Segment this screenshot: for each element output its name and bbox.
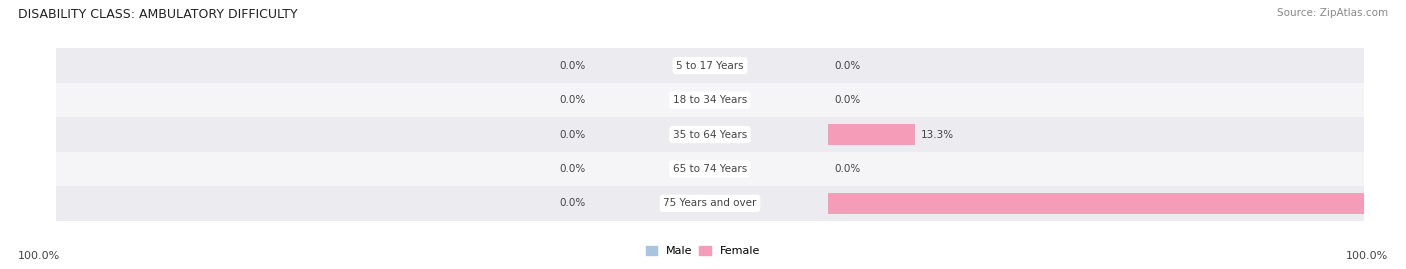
Bar: [828, 193, 1406, 214]
Text: 35 to 64 Years: 35 to 64 Years: [673, 129, 747, 140]
Text: DISABILITY CLASS: AMBULATORY DIFFICULTY: DISABILITY CLASS: AMBULATORY DIFFICULTY: [18, 8, 298, 21]
Text: 0.0%: 0.0%: [834, 95, 860, 105]
Text: 0.0%: 0.0%: [560, 95, 586, 105]
Bar: [56, 48, 1364, 83]
Text: 0.0%: 0.0%: [834, 61, 860, 71]
Bar: [56, 117, 1364, 152]
Text: 18 to 34 Years: 18 to 34 Years: [673, 95, 747, 105]
Bar: [56, 83, 1364, 117]
Text: 0.0%: 0.0%: [560, 198, 586, 208]
Bar: [56, 186, 1364, 221]
Text: 100.0%: 100.0%: [18, 251, 60, 261]
Legend: Male, Female: Male, Female: [641, 241, 765, 261]
Text: 0.0%: 0.0%: [560, 164, 586, 174]
Text: 75 Years and over: 75 Years and over: [664, 198, 756, 208]
Text: 65 to 74 Years: 65 to 74 Years: [673, 164, 747, 174]
Text: 100.0%: 100.0%: [1346, 251, 1388, 261]
Text: 0.0%: 0.0%: [560, 129, 586, 140]
Bar: [56, 152, 1364, 186]
Text: Source: ZipAtlas.com: Source: ZipAtlas.com: [1277, 8, 1388, 18]
Text: 5 to 17 Years: 5 to 17 Years: [676, 61, 744, 71]
Bar: [828, 124, 915, 145]
Text: 0.0%: 0.0%: [560, 61, 586, 71]
Text: 13.3%: 13.3%: [921, 129, 955, 140]
Text: 0.0%: 0.0%: [834, 164, 860, 174]
